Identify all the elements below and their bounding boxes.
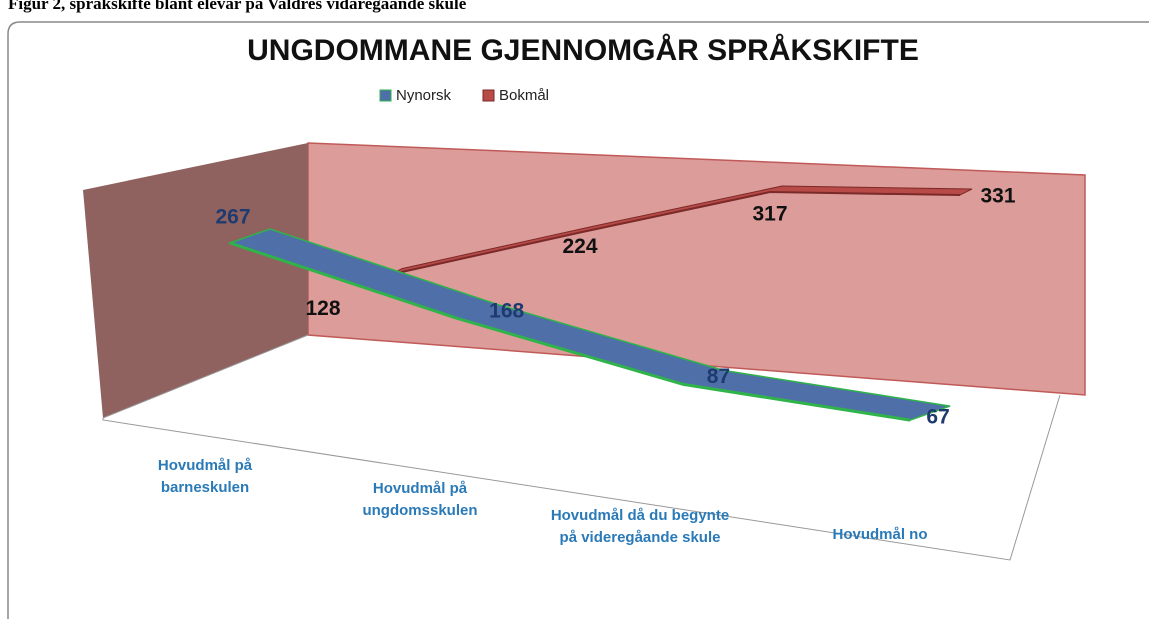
- line: [389, 191, 961, 276]
- x-tick-label: Hovudmål på barneskulen: [157, 457, 253, 496]
- data-label: 168: [489, 300, 524, 323]
- x-tick-label: Hovudmål då du begynte på videregåande s…: [550, 507, 730, 546]
- caption: Figur 2, språkskifte blant elevar på Val…: [8, 0, 467, 13]
- data-label: 67: [926, 406, 949, 429]
- data-label: 331: [980, 185, 1015, 208]
- legend-swatch: [379, 89, 392, 102]
- back-wall: [307, 142, 1086, 396]
- legend-label: Nynorsk: [396, 87, 452, 104]
- data-label: 267: [215, 206, 250, 229]
- chart-border: [7, 21, 1149, 619]
- x-tick-label: Hovudmål på ungdomsskulen: [362, 480, 478, 519]
- chart-title: UNGDOMMANE GJENNOMGÅR SPRÅKSKIFTE: [247, 34, 919, 67]
- floor-edge: [102, 394, 1061, 561]
- side-wall: [83, 143, 308, 418]
- floor-edge: [102, 334, 309, 419]
- data-label: 128: [305, 297, 340, 320]
- data-label: 87: [707, 365, 730, 388]
- data-label: 317: [752, 203, 787, 226]
- line: [229, 241, 911, 422]
- legend-label: Bokmål: [499, 87, 549, 104]
- data-label: 224: [562, 235, 597, 258]
- x-tick-label: Hovudmål no: [832, 526, 928, 543]
- legend-swatch: [482, 89, 495, 102]
